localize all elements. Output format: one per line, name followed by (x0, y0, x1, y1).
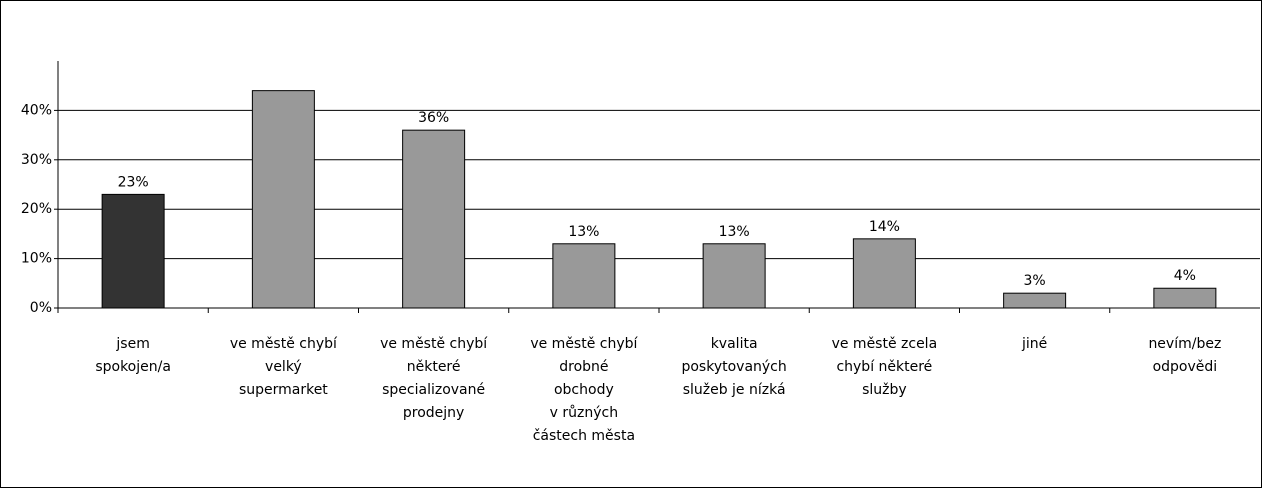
y-tick-label: 40% (21, 102, 52, 118)
bar (1153, 287, 1217, 309)
x-tick-label: jsem spokojen/a (95, 336, 171, 375)
bar (101, 193, 165, 309)
value-label: 13% (719, 224, 750, 240)
y-tick-label: 10% (21, 251, 52, 267)
y-tick-label: 20% (21, 201, 52, 217)
value-label: 23% (118, 174, 149, 190)
value-label: 13% (568, 224, 599, 240)
bar (702, 243, 766, 309)
x-tick-label: ve městě chybí velký supermarket (230, 336, 338, 398)
bar (1003, 292, 1067, 309)
x-tick-label: ve městě chybí drobné obchody v různých část… (530, 336, 638, 444)
value-label: 4% (1174, 268, 1196, 284)
x-tick-label: nevím/bez odpovědi (1148, 336, 1221, 375)
bar (402, 129, 466, 309)
bar (251, 90, 315, 309)
x-tick-label: ve městě zcela chybí některé služby (832, 336, 938, 398)
y-tick-label: 30% (21, 152, 52, 168)
y-tick-label: 0% (30, 300, 52, 316)
x-tick-label: jiné (1021, 336, 1047, 352)
x-tick-label: kvalita poskytovaných služeb je nízká (681, 336, 786, 398)
bar (552, 243, 616, 309)
bar (852, 238, 916, 309)
value-label: 3% (1024, 273, 1046, 289)
value-label: 14% (869, 219, 900, 235)
value-label: 36% (418, 110, 449, 126)
x-tick-label: ve městě chybí některé specializované prode… (380, 336, 488, 421)
